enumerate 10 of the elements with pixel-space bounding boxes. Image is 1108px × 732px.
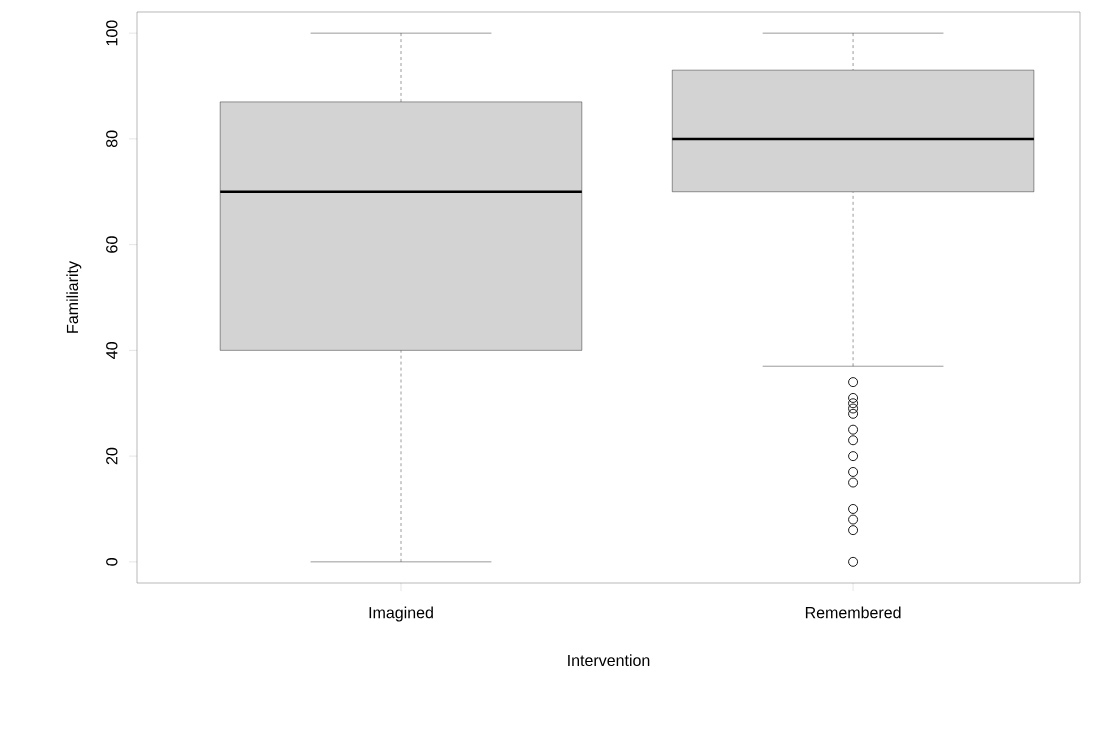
- x-tick-label: Remembered: [805, 606, 901, 619]
- y-tick-label: 0: [106, 558, 118, 566]
- y-axis-title: Familiarity: [66, 261, 82, 333]
- y-tick-label: 60: [106, 236, 118, 253]
- y-tick-label: 40: [106, 342, 118, 359]
- y-tick-label: 20: [106, 447, 118, 465]
- y-tick-label: 100: [106, 20, 118, 46]
- x-tick-label: Imagined: [369, 606, 433, 622]
- x-axis-title: Intervention: [568, 654, 650, 667]
- y-tick-label: 80: [106, 130, 118, 148]
